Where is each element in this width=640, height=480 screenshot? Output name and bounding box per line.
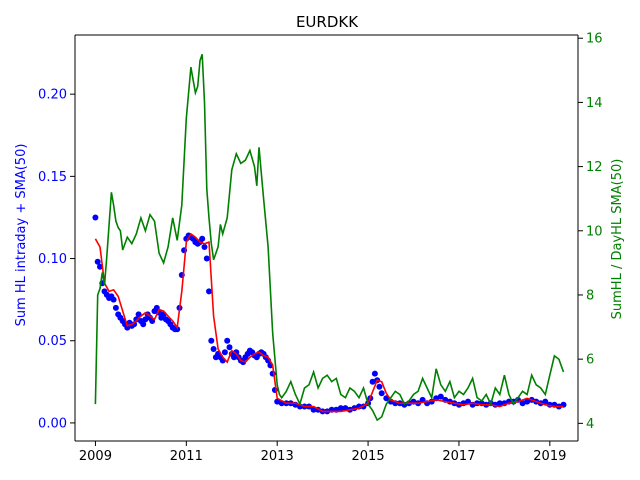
right-tick-label: 12 [586,160,603,175]
left-tick-label: 0.10 [38,252,67,267]
right-tick-label: 6 [586,353,594,368]
data-point [140,321,147,328]
left-tick-label: 0.15 [38,170,67,185]
data-point [274,398,281,405]
left-tick-label: 0.00 [38,416,67,431]
data-point [519,400,526,407]
data-point [208,337,215,344]
data-point [376,383,383,390]
right-tick-label: 4 [586,417,594,432]
x-tick-label: 2019 [533,449,566,464]
x-tick-label: 2015 [352,449,385,464]
right-tick-label: 16 [586,32,603,47]
x-tick-label: 2017 [442,449,475,464]
right-tick-label: 10 [586,224,603,239]
left-tick-label: 0.05 [38,334,67,349]
data-point [371,370,378,377]
data-point [542,398,549,405]
series-line-2 [94,54,565,422]
data-point [369,378,376,385]
right-tick-label: 8 [586,288,594,303]
data-point [226,344,233,351]
x-tick-label: 2009 [79,449,112,464]
data-point [224,337,231,344]
data-point [94,258,101,265]
right-tick-label: 14 [586,96,603,111]
plot-layer: 2009 2011 2013 2015 2017 2019 0.00 0.05 0.10 0.15… [38,32,603,464]
x-tick-label: 2013 [261,449,294,464]
data-point [210,346,217,352]
data-point [201,244,208,250]
data-point [221,349,228,356]
data-point [437,393,444,400]
x-tick-label: 2011 [170,449,203,464]
data-point [337,405,344,412]
data-point [206,288,212,295]
data-point [110,296,117,303]
data-point [203,255,210,262]
left-tick-label: 0.20 [38,88,67,103]
data-point [142,316,149,323]
data-point [92,214,99,221]
series-line-1 [94,232,564,413]
chart-title: EURDKK [296,13,359,31]
data-point [378,390,385,397]
data-point [112,304,119,311]
data-point [174,326,181,333]
data-point [199,235,206,242]
data-point [231,354,237,361]
right-axis-label: SumHL / DayHL SMA(50) [610,159,625,320]
data-point [133,316,140,323]
left-axis-label: Sum HL intraday + SMA(50) [14,144,29,327]
data-point [524,398,531,405]
data-point [310,406,317,413]
data-point [496,400,503,407]
